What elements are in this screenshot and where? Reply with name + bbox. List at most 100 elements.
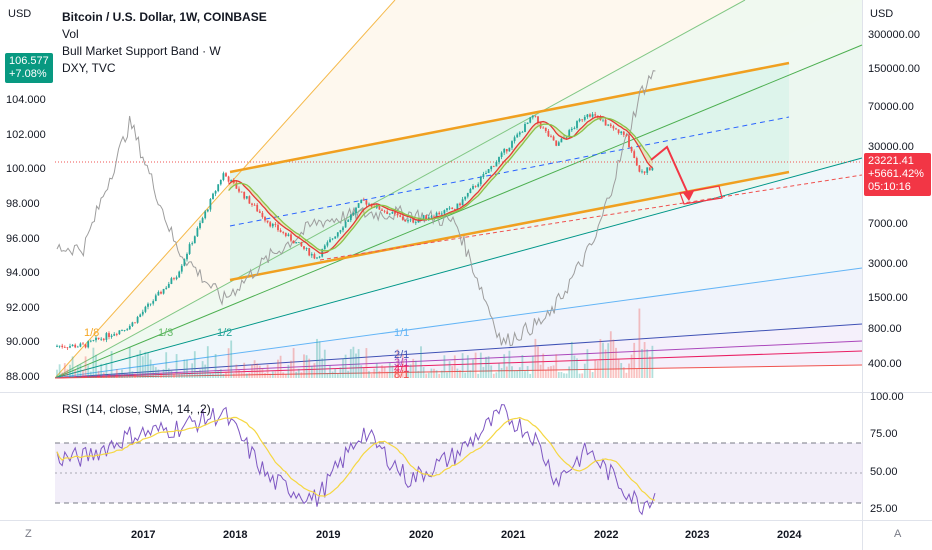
volume-bar — [329, 365, 331, 378]
btc-candle-body — [84, 344, 87, 348]
volume-bar — [334, 368, 337, 378]
volume-bar — [160, 373, 162, 378]
btc-candle-body — [310, 254, 313, 256]
volume-bar — [108, 373, 110, 378]
volume-bar — [609, 331, 612, 378]
volume-bar — [318, 341, 321, 378]
btc-candle-body — [404, 219, 407, 222]
volume-bar — [433, 368, 435, 378]
btc-candle-body — [136, 316, 139, 323]
btc-candle-body — [482, 174, 485, 177]
btc-candle-body — [167, 283, 170, 288]
volume-bar — [287, 364, 290, 378]
volume-bar — [214, 353, 217, 378]
btc-candle-body — [121, 329, 123, 331]
volume-bar — [147, 352, 149, 378]
legend-dxy[interactable]: DXY, TVC — [62, 61, 116, 75]
main-pane-drawings — [55, 0, 863, 379]
volume-bar — [84, 356, 87, 378]
btc-candle-body — [74, 344, 77, 348]
volume-bar — [245, 373, 248, 378]
dxy-badge-value: 106.577 — [9, 55, 49, 67]
btc-candle-body — [557, 142, 560, 146]
rsi-tick-2: 50.00 — [870, 465, 898, 478]
btc-candle-body — [609, 124, 612, 127]
btc-candle-body — [131, 322, 134, 327]
legend-bull-band[interactable]: Bull Market Support Band · W — [62, 44, 221, 58]
volume-bar — [310, 365, 313, 378]
volume-bar — [131, 371, 134, 378]
btc-candle-body — [245, 196, 248, 199]
rsi-legend[interactable]: RSI (14, close, SMA, 14, ,2) — [62, 402, 211, 416]
volume-bar — [157, 369, 160, 378]
volume-bar — [274, 371, 277, 378]
btc-candle-body — [92, 340, 95, 341]
btc-candle-body — [97, 337, 100, 340]
btc-candle-body — [407, 220, 409, 222]
btc-candle-body — [100, 338, 103, 340]
volume-bar — [505, 366, 508, 378]
btc-candle-body — [269, 222, 272, 227]
volume-bar — [58, 364, 61, 378]
time-tick-2024: 2024 — [777, 529, 802, 541]
volume-bar — [617, 358, 620, 378]
btc-candle-body — [204, 211, 207, 219]
btc-candle-body — [594, 114, 597, 116]
btc-candle-body — [443, 210, 446, 214]
btc-candle-body — [235, 182, 238, 189]
volume-bar — [643, 342, 646, 378]
projection-target-box — [679, 185, 723, 205]
btc-candle-body — [214, 191, 217, 194]
zoom-z-icon[interactable]: Z — [25, 528, 32, 540]
volume-bar — [630, 354, 633, 378]
btc-candle-body — [186, 253, 188, 260]
fan-line-1-2 — [55, 44, 863, 379]
volume-bar — [568, 366, 571, 378]
volume-bar — [162, 369, 165, 378]
auto-scale-a-icon[interactable]: A — [894, 528, 902, 540]
volume-bar — [581, 373, 584, 378]
volume-bar — [97, 370, 100, 378]
volume-bar — [422, 367, 425, 378]
btc-candle-body — [607, 124, 610, 126]
volume-bar — [448, 361, 451, 378]
btc-candle-body — [474, 185, 477, 187]
volume-bar — [134, 373, 136, 378]
btc-candle-body — [547, 130, 550, 137]
volume-bar — [500, 368, 503, 378]
volume-bar — [521, 355, 524, 378]
volume-bar — [404, 366, 407, 378]
fan-line-base — [55, 364, 863, 379]
btc-candle-body — [615, 128, 617, 130]
btc-candle-body — [141, 311, 144, 315]
volume-bar — [414, 360, 417, 378]
btc-price-badge[interactable]: 23221.41 +5661.42% 05:10:16 — [864, 153, 931, 196]
rsi-line — [56, 404, 656, 516]
volume-bar — [534, 338, 537, 378]
volume-bar — [261, 368, 264, 378]
volume-bar — [170, 370, 173, 378]
volume-bar — [76, 365, 79, 378]
symbol-title[interactable]: Bitcoin / U.S. Dollar, 1W, COINBASE — [62, 10, 267, 24]
volume-bar — [542, 353, 545, 378]
btc-candle-body — [206, 209, 209, 212]
volume-bar — [370, 373, 373, 378]
btc-candle-body — [492, 166, 495, 168]
btc-candle-body — [625, 134, 628, 136]
volume-bar — [89, 371, 92, 378]
volume-bar — [110, 351, 113, 378]
btc-candle-body — [518, 132, 521, 135]
btc-candle-body — [248, 196, 251, 204]
volume-bar — [378, 371, 381, 378]
volume-bar — [92, 347, 95, 378]
btc-candle-body — [617, 129, 620, 134]
volume-bar — [196, 370, 199, 378]
volume-bar — [555, 354, 558, 378]
btc-candle-body — [583, 116, 586, 120]
btc-candle-body — [183, 259, 186, 266]
volume-bar — [305, 355, 308, 378]
volume-bar — [388, 362, 391, 378]
legend-volume[interactable]: Vol — [62, 27, 79, 41]
